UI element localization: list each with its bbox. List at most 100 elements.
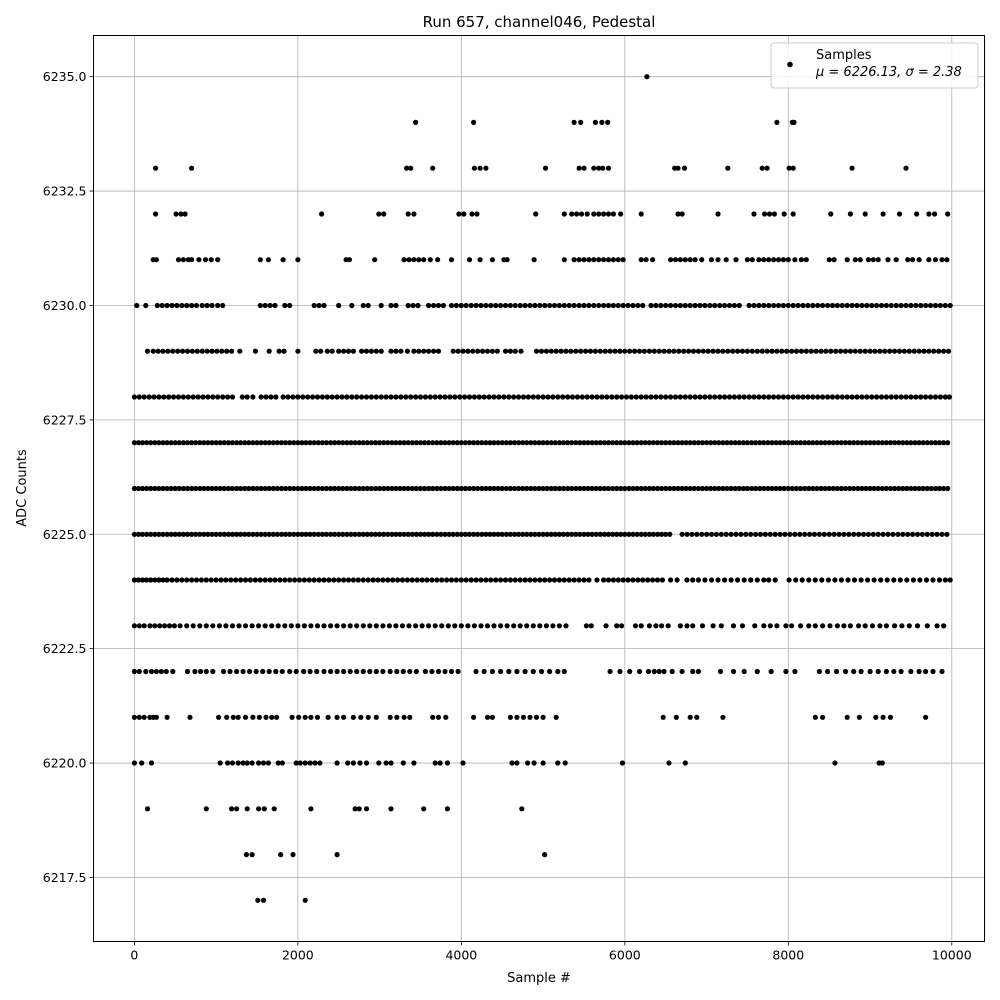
data-point — [873, 714, 879, 720]
data-point — [597, 531, 603, 537]
data-point — [904, 485, 910, 492]
data-point — [895, 531, 901, 537]
data-point — [610, 485, 616, 492]
data-point — [348, 531, 354, 537]
data-point — [498, 668, 504, 675]
data-point — [131, 760, 137, 766]
data-point — [339, 394, 345, 400]
data-point — [556, 623, 563, 629]
data-point — [556, 302, 563, 309]
data-point — [930, 577, 936, 583]
data-point — [628, 394, 635, 400]
data-point — [442, 394, 448, 400]
data-point — [751, 394, 757, 400]
data-point — [929, 531, 935, 537]
data-point — [926, 257, 932, 263]
data-point — [303, 440, 309, 446]
data-point — [687, 302, 693, 309]
data-point — [851, 531, 857, 537]
data-point — [180, 440, 186, 446]
data-point — [527, 577, 533, 583]
data-point — [308, 623, 314, 629]
data-point — [744, 485, 751, 492]
data-point — [452, 623, 458, 629]
data-point — [573, 348, 579, 354]
data-point — [536, 485, 542, 492]
data-point — [307, 531, 313, 537]
data-point — [923, 668, 929, 675]
data-point — [532, 485, 538, 492]
data-point — [697, 394, 703, 400]
data-point — [581, 485, 587, 492]
data-point — [458, 302, 464, 309]
data-point — [388, 302, 394, 309]
data-point — [834, 302, 841, 309]
data-point — [741, 394, 747, 400]
data-point — [178, 211, 184, 217]
data-point — [842, 348, 849, 354]
data-point — [859, 440, 865, 446]
data-point — [446, 531, 452, 537]
data-point — [308, 806, 314, 812]
data-point — [673, 714, 679, 720]
data-point — [504, 257, 510, 263]
data-point — [455, 668, 461, 675]
data-point — [225, 485, 231, 492]
data-point — [417, 440, 424, 446]
data-point — [550, 623, 556, 629]
data-point — [560, 440, 567, 446]
data-point — [552, 531, 558, 537]
data-point — [762, 531, 769, 537]
data-point — [164, 577, 170, 583]
data-point — [672, 257, 679, 263]
data-point — [197, 485, 203, 492]
data-point — [360, 577, 366, 583]
data-point — [916, 485, 922, 492]
y-tick-label: 6227.5 — [43, 412, 87, 427]
data-point — [659, 623, 665, 629]
data-point — [152, 577, 158, 583]
data-point — [691, 440, 697, 446]
data-point — [220, 302, 226, 309]
data-point — [341, 577, 347, 583]
data-point — [941, 440, 947, 446]
data-point — [732, 440, 738, 446]
data-point — [798, 348, 805, 354]
data-point — [368, 531, 374, 537]
data-point — [883, 302, 890, 309]
data-point — [262, 485, 268, 492]
data-point — [502, 348, 509, 354]
data-point — [239, 394, 245, 400]
data-point — [785, 485, 791, 492]
data-point — [235, 714, 241, 720]
data-point — [618, 440, 624, 446]
data-point — [495, 485, 501, 492]
data-point — [511, 394, 517, 400]
data-point — [300, 394, 306, 400]
data-point — [795, 394, 801, 400]
data-point — [180, 348, 186, 354]
data-point — [450, 440, 456, 446]
data-point — [477, 165, 483, 171]
data-point — [947, 302, 953, 309]
data-point — [903, 165, 909, 171]
data-point — [648, 302, 654, 309]
data-point — [586, 577, 592, 583]
data-point — [380, 623, 386, 629]
data-point — [216, 714, 222, 720]
data-point — [877, 623, 883, 629]
y-tick-label: 6217.5 — [43, 870, 87, 885]
data-point — [607, 668, 613, 675]
data-point — [839, 302, 845, 309]
data-point — [653, 302, 659, 309]
data-point — [516, 485, 522, 492]
data-point — [867, 668, 873, 675]
data-point — [156, 577, 162, 583]
data-point — [550, 394, 556, 400]
data-point — [761, 257, 767, 263]
data-point — [213, 531, 219, 537]
data-point — [215, 302, 221, 309]
data-point — [896, 485, 902, 492]
data-point — [225, 440, 231, 446]
data-point — [715, 211, 721, 217]
